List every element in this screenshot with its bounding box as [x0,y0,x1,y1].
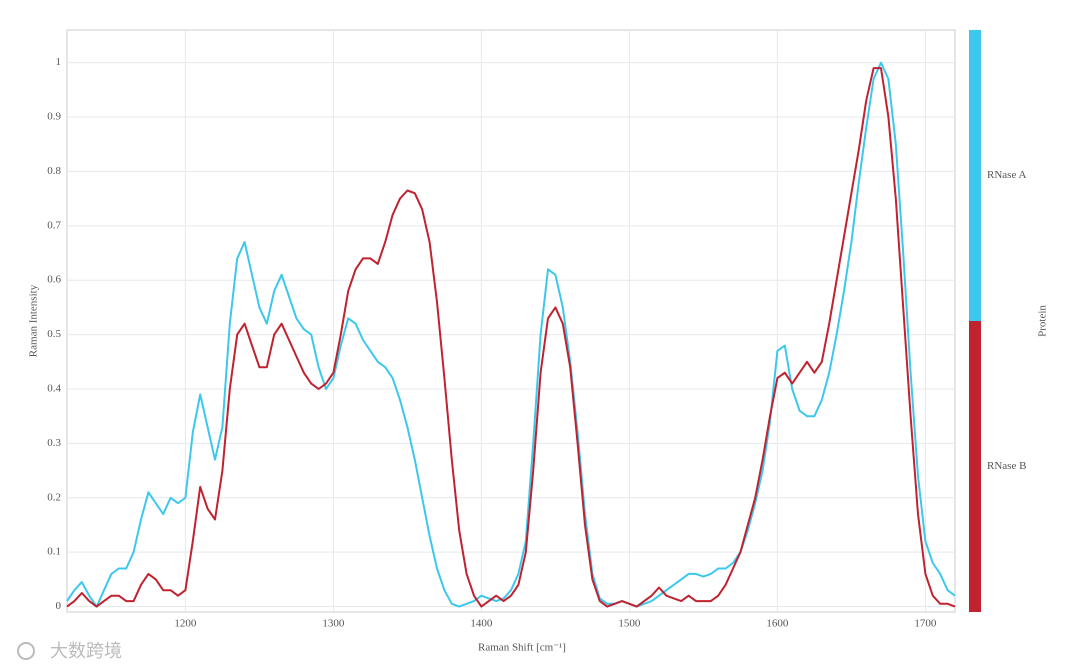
x-tick-label: 1300 [322,618,345,630]
legend-title: Protein [1037,305,1049,337]
x-tick-label: 1400 [470,618,493,630]
y-tick-label: 0.7 [47,219,61,231]
y-tick-label: 0.1 [47,546,61,558]
x-tick-label: 1200 [174,618,197,630]
y-tick-label: 0.2 [47,491,61,503]
y-tick-label: 0.8 [47,165,61,177]
legend-label: RNase B [987,460,1026,472]
y-tick-label: 0.4 [47,383,61,395]
y-tick-label: 0.5 [47,328,61,340]
legend-label: RNase A [987,169,1026,181]
watermark-icon [17,642,35,660]
x-tick-label: 1600 [766,618,789,630]
watermark: 大数跨境 [50,641,122,662]
legend-swatch [969,321,981,612]
y-tick-label: 0.9 [47,111,61,123]
legend-swatch [969,30,981,321]
y-tick-label: 1 [56,56,62,68]
y-tick-label: 0.3 [47,437,61,449]
x-tick-label: 1700 [914,618,937,630]
x-tick-label: 1500 [618,618,641,630]
y-axis-label: Raman Intensity [28,284,40,357]
plot-frame [66,29,956,613]
line-series [66,61,956,608]
line-series [66,67,956,608]
y-tick-label: 0 [56,600,62,612]
y-tick-label: 0.6 [47,274,61,286]
x-axis-label: Raman Shift [cm⁻¹] [478,642,566,654]
